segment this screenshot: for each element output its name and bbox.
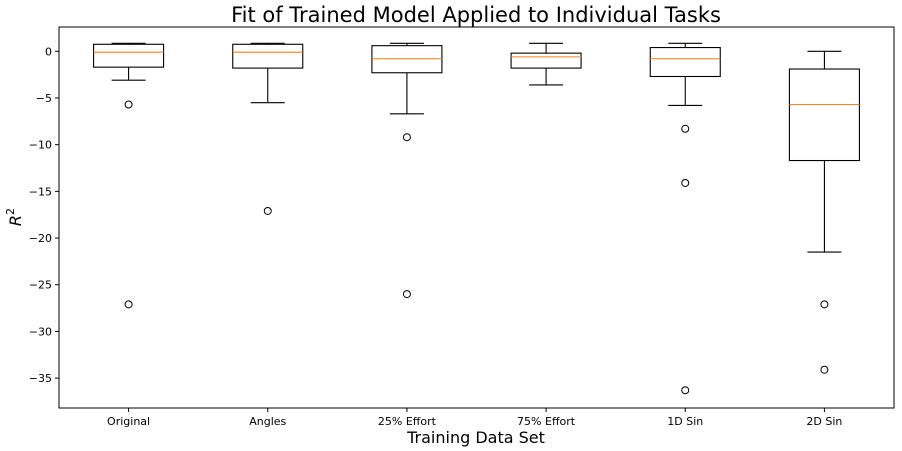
box-group xyxy=(510,42,582,86)
box-iqr xyxy=(232,43,304,69)
outlier-point xyxy=(820,300,829,309)
y-axis-label: R2 xyxy=(4,208,25,226)
y-tick-label: −15 xyxy=(29,185,52,198)
outlier-point xyxy=(402,133,411,142)
x-tick-label: 25% Effort xyxy=(378,415,437,428)
chart-title: Fit of Trained Model Applied to Individu… xyxy=(231,3,721,27)
outlier-point xyxy=(124,100,133,109)
box-iqr xyxy=(93,43,165,68)
y-tick-label: −25 xyxy=(29,279,52,292)
outlier-point xyxy=(124,300,133,309)
plot-frame xyxy=(58,26,895,409)
x-tick-label: 2D Sin xyxy=(806,415,842,428)
y-tick-label: 0 xyxy=(45,45,52,58)
y-tick-label: −35 xyxy=(29,372,52,385)
box-group xyxy=(371,42,443,299)
x-axis-label: Training Data Set xyxy=(406,428,545,447)
box-group xyxy=(649,42,721,395)
y-tick-label: −5 xyxy=(36,92,52,105)
outlier-point xyxy=(681,178,690,187)
outlier-point xyxy=(820,365,829,374)
boxes-layer xyxy=(93,42,860,395)
y-axis-label-superscript: 2 xyxy=(4,208,17,215)
y-tick-label: −20 xyxy=(29,232,52,245)
x-tick-label: Original xyxy=(107,415,150,428)
outlier-point xyxy=(263,206,272,215)
x-tick-label: 75% Effort xyxy=(517,415,576,428)
y-axis-label-main: R xyxy=(6,215,25,226)
y-tick-label: −10 xyxy=(29,139,52,152)
box-iqr xyxy=(649,46,721,78)
box-iqr xyxy=(510,52,582,69)
y-tick-label: −30 xyxy=(29,325,52,338)
x-tick-label: 1D Sin xyxy=(667,415,703,428)
box-group xyxy=(788,50,860,374)
axes-layer: 0 −5 −10 −15 −20 −25 −30 −35 Original Angles 25% E… xyxy=(29,26,895,428)
outlier-point xyxy=(681,386,690,395)
x-tick-label: Angles xyxy=(249,415,286,428)
outlier-point xyxy=(681,124,690,133)
box-iqr xyxy=(788,68,860,162)
box-group xyxy=(93,42,165,309)
box-group xyxy=(232,42,304,215)
outlier-point xyxy=(402,290,411,299)
